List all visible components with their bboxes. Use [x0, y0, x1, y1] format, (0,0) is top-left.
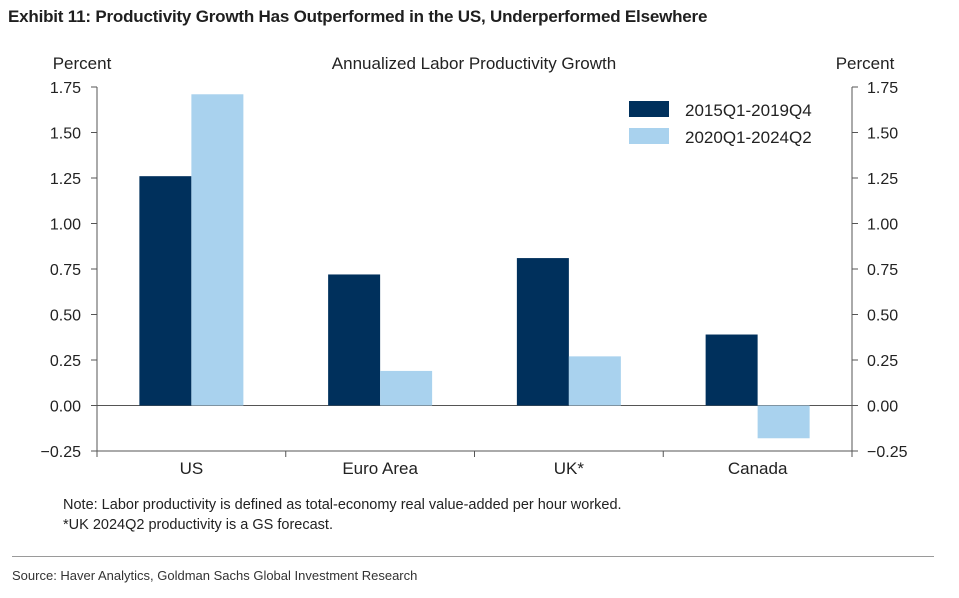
note-definition: Note: Labor productivity is defined as t… [63, 497, 622, 513]
exhibit-title: Exhibit 11: Productivity Growth Has Outp… [8, 7, 708, 26]
x-tick-label: Euro Area [342, 459, 418, 478]
legend-label-1: 2015Q1-2019Q4 [685, 101, 812, 120]
y-tick-label-right: 1.25 [867, 171, 898, 188]
y-axis-label-left: Percent [53, 54, 112, 73]
legend-swatch-2 [629, 128, 669, 144]
bar-series2 [568, 356, 621, 406]
y-tick-label-right: −0.25 [867, 444, 908, 461]
bar-series2 [191, 94, 244, 406]
y-tick-label-right: 0.50 [867, 308, 898, 325]
y-tick-label-left: 1.50 [50, 126, 81, 143]
y-tick-label-left: 0.75 [50, 262, 81, 279]
y-tick-label-right: 1.75 [867, 80, 898, 97]
y-tick-label-left: 1.75 [50, 80, 81, 97]
y-tick-label-right: 1.00 [867, 217, 898, 234]
y-tick-label-right: 1.50 [867, 126, 898, 143]
bar-series1 [705, 334, 758, 406]
y-tick-label-left: −0.25 [41, 444, 82, 461]
y-tick-label-left: 0.00 [50, 399, 81, 416]
y-tick-label-left: 1.00 [50, 217, 81, 234]
y-tick-label-right: 0.75 [867, 262, 898, 279]
legend-label-2: 2020Q1-2024Q2 [685, 128, 812, 147]
legend-swatch-1 [629, 101, 669, 117]
y-tick-label-right: 0.00 [867, 399, 898, 416]
bar-series1 [516, 258, 569, 406]
y-tick-label-left: 1.25 [50, 171, 81, 188]
x-tick-label: Canada [728, 459, 788, 478]
y-tick-label-left: 0.25 [50, 353, 81, 370]
note-uk-forecast: *UK 2024Q2 productivity is a GS forecast… [63, 517, 333, 533]
y-tick-label-left: 0.50 [50, 308, 81, 325]
footer-divider [12, 556, 934, 557]
bar-series1 [328, 274, 381, 406]
x-tick-label: US [180, 459, 204, 478]
source-note: Source: Haver Analytics, Goldman Sachs G… [12, 568, 418, 583]
chart-title: Annualized Labor Productivity Growth [332, 54, 616, 73]
y-tick-label-right: 0.25 [867, 353, 898, 370]
bar-series2 [757, 405, 810, 439]
bar-series1 [139, 176, 192, 406]
bar-series2 [380, 370, 433, 406]
x-tick-label: UK* [554, 459, 585, 478]
y-axis-label-right: Percent [836, 54, 895, 73]
